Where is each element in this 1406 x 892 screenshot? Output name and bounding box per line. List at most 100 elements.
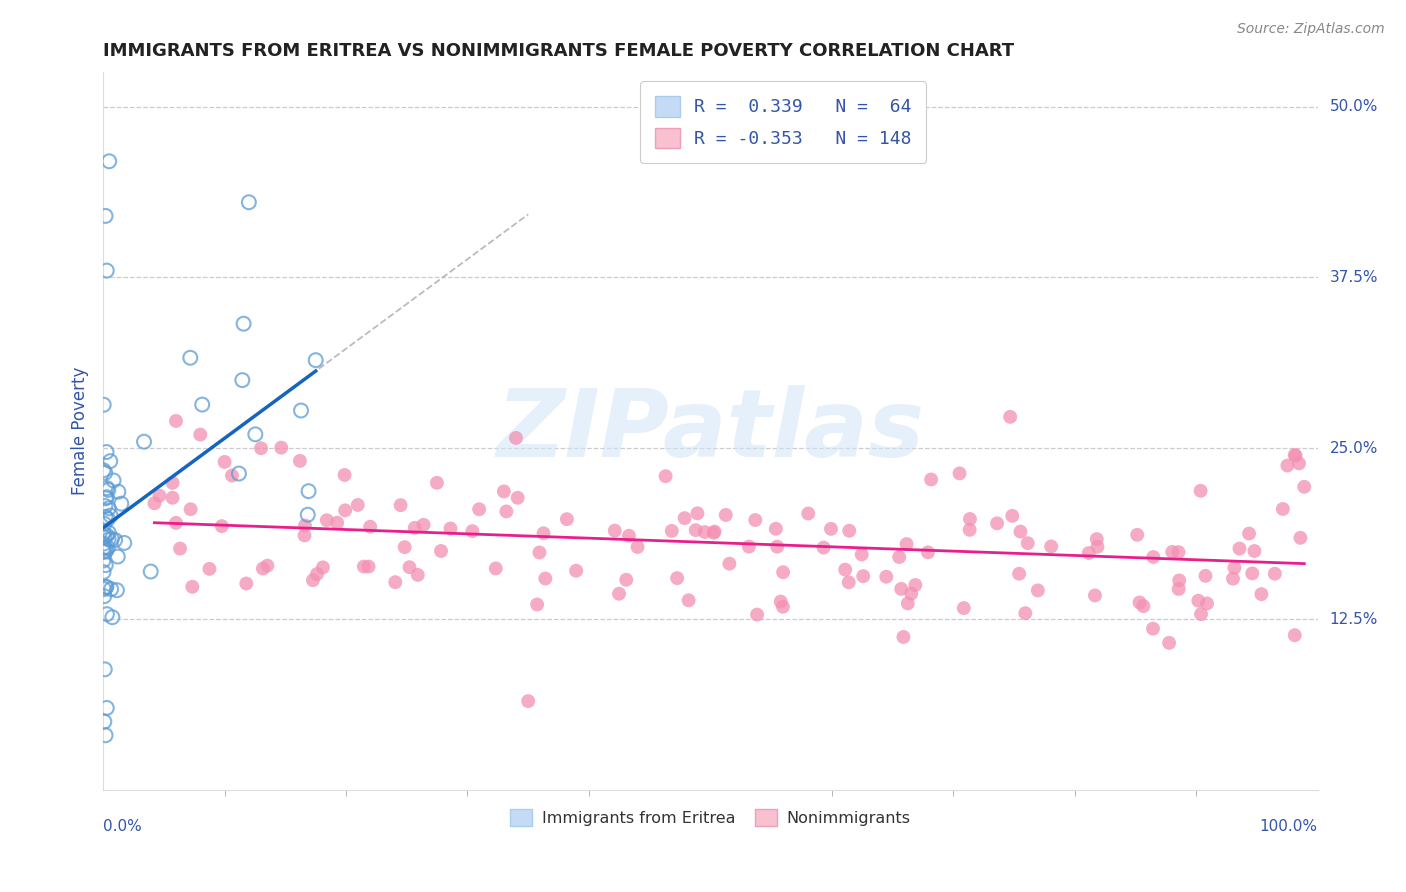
Point <box>93 526 115 541</box>
Point <box>93 589 115 603</box>
Point <box>607 587 630 601</box>
Point <box>238 195 260 210</box>
Point <box>1159 636 1181 650</box>
Point <box>666 571 689 585</box>
Point <box>1277 458 1299 473</box>
Text: Source: ZipAtlas.com: Source: ZipAtlas.com <box>1237 22 1385 37</box>
Point <box>998 409 1021 424</box>
Point <box>959 512 981 526</box>
Point <box>389 498 412 512</box>
Point <box>188 427 211 442</box>
Point <box>797 507 820 521</box>
Point <box>1189 607 1212 621</box>
Point <box>1229 541 1251 556</box>
Point <box>1237 526 1260 541</box>
Point <box>252 561 274 575</box>
Point <box>404 521 426 535</box>
Point <box>565 564 588 578</box>
Point <box>506 491 529 505</box>
Point <box>900 587 922 601</box>
Point <box>1010 524 1032 539</box>
Point <box>384 575 406 590</box>
Point <box>1222 572 1244 586</box>
Point <box>1161 545 1184 559</box>
Point <box>744 513 766 527</box>
Point <box>179 351 201 365</box>
Point <box>738 540 761 554</box>
Point <box>97 541 120 555</box>
Text: 25.0%: 25.0% <box>1330 441 1378 456</box>
Point <box>94 558 117 573</box>
Point <box>1195 597 1218 611</box>
Point <box>288 454 311 468</box>
Point <box>305 353 328 368</box>
Point <box>333 467 356 482</box>
Point <box>211 519 233 533</box>
Point <box>335 503 357 517</box>
Point <box>165 516 187 530</box>
Point <box>686 506 709 520</box>
Point <box>626 540 648 554</box>
Point <box>1167 545 1189 559</box>
Point <box>94 509 117 524</box>
Point <box>703 525 725 540</box>
Point <box>139 565 162 579</box>
Point <box>93 463 115 477</box>
Point <box>986 516 1008 531</box>
Text: 50.0%: 50.0% <box>1330 99 1378 114</box>
Point <box>100 582 122 596</box>
Point <box>661 524 683 538</box>
Point <box>270 441 292 455</box>
Point <box>96 263 118 277</box>
Point <box>430 544 453 558</box>
Point <box>1168 574 1191 588</box>
Point <box>305 567 328 582</box>
Point <box>439 521 461 535</box>
Point <box>406 567 429 582</box>
Point <box>889 549 911 564</box>
Point <box>1132 599 1154 614</box>
Point <box>297 508 319 522</box>
Point <box>1040 540 1063 554</box>
Point <box>250 442 273 456</box>
Legend: Immigrants from Eritrea, Nonimmigrants: Immigrants from Eritrea, Nonimmigrants <box>503 803 917 832</box>
Point <box>904 578 927 592</box>
Point <box>893 630 915 644</box>
Point <box>94 209 117 223</box>
Point <box>948 467 970 481</box>
Point <box>294 518 316 533</box>
Point <box>896 537 918 551</box>
Point <box>214 455 236 469</box>
Point <box>245 427 267 442</box>
Point <box>96 490 118 504</box>
Point <box>231 373 253 387</box>
Point <box>143 496 166 510</box>
Point <box>505 431 527 445</box>
Point <box>772 599 794 614</box>
Point <box>326 516 349 530</box>
Point <box>1241 566 1264 581</box>
Point <box>221 468 243 483</box>
Point <box>94 541 117 555</box>
Point <box>1285 449 1308 463</box>
Point <box>1284 448 1306 462</box>
Point <box>132 434 155 449</box>
Point <box>526 598 548 612</box>
Point <box>852 569 875 583</box>
Point <box>820 522 842 536</box>
Point <box>228 467 250 481</box>
Point <box>617 529 640 543</box>
Point <box>162 475 184 490</box>
Point <box>1223 560 1246 574</box>
Point <box>1014 606 1036 620</box>
Point <box>614 573 637 587</box>
Point <box>93 516 115 531</box>
Point <box>485 561 508 575</box>
Point <box>112 536 135 550</box>
Point <box>1087 540 1109 554</box>
Point <box>93 541 115 555</box>
Y-axis label: Female Poverty: Female Poverty <box>72 367 89 495</box>
Point <box>103 474 125 488</box>
Point <box>1142 622 1164 636</box>
Point <box>1288 456 1310 470</box>
